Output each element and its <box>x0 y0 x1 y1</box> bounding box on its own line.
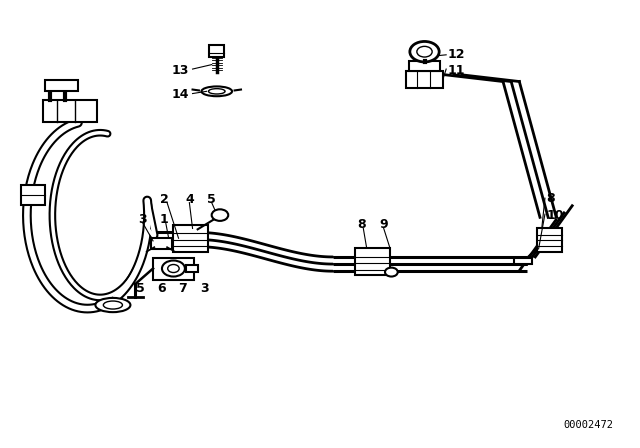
Text: 12: 12 <box>447 48 465 61</box>
Bar <box>355 248 390 275</box>
Bar <box>151 238 172 250</box>
Text: 7: 7 <box>179 282 188 295</box>
Bar <box>537 228 562 252</box>
Bar <box>406 71 443 88</box>
Bar <box>20 185 45 205</box>
Text: 10: 10 <box>546 209 564 222</box>
Text: 2: 2 <box>159 193 168 206</box>
Text: 3: 3 <box>138 213 147 226</box>
Circle shape <box>417 46 432 57</box>
Text: 00002472: 00002472 <box>563 420 613 430</box>
Text: 13: 13 <box>172 64 189 77</box>
Text: 14: 14 <box>172 88 189 101</box>
Bar <box>173 225 209 252</box>
Text: 1: 1 <box>159 213 168 226</box>
Text: 11: 11 <box>447 64 465 77</box>
Ellipse shape <box>202 86 232 96</box>
Circle shape <box>410 42 439 62</box>
Circle shape <box>168 264 179 272</box>
Ellipse shape <box>209 89 225 94</box>
Bar <box>45 80 79 91</box>
Bar <box>153 258 195 280</box>
Text: 9: 9 <box>380 218 388 231</box>
Text: 6: 6 <box>157 282 166 295</box>
Text: 3: 3 <box>200 282 209 295</box>
Circle shape <box>162 260 185 276</box>
Text: 8: 8 <box>357 218 365 231</box>
Text: 8: 8 <box>546 192 555 205</box>
Text: 4: 4 <box>185 193 194 206</box>
Bar <box>408 61 440 71</box>
Circle shape <box>212 209 228 221</box>
Text: 5: 5 <box>136 282 145 295</box>
Ellipse shape <box>103 301 122 309</box>
Bar <box>43 100 97 121</box>
Bar <box>209 45 225 57</box>
Ellipse shape <box>95 298 131 312</box>
Bar <box>186 265 198 272</box>
Circle shape <box>385 267 397 276</box>
Text: 5: 5 <box>207 193 216 206</box>
Bar <box>515 258 532 264</box>
